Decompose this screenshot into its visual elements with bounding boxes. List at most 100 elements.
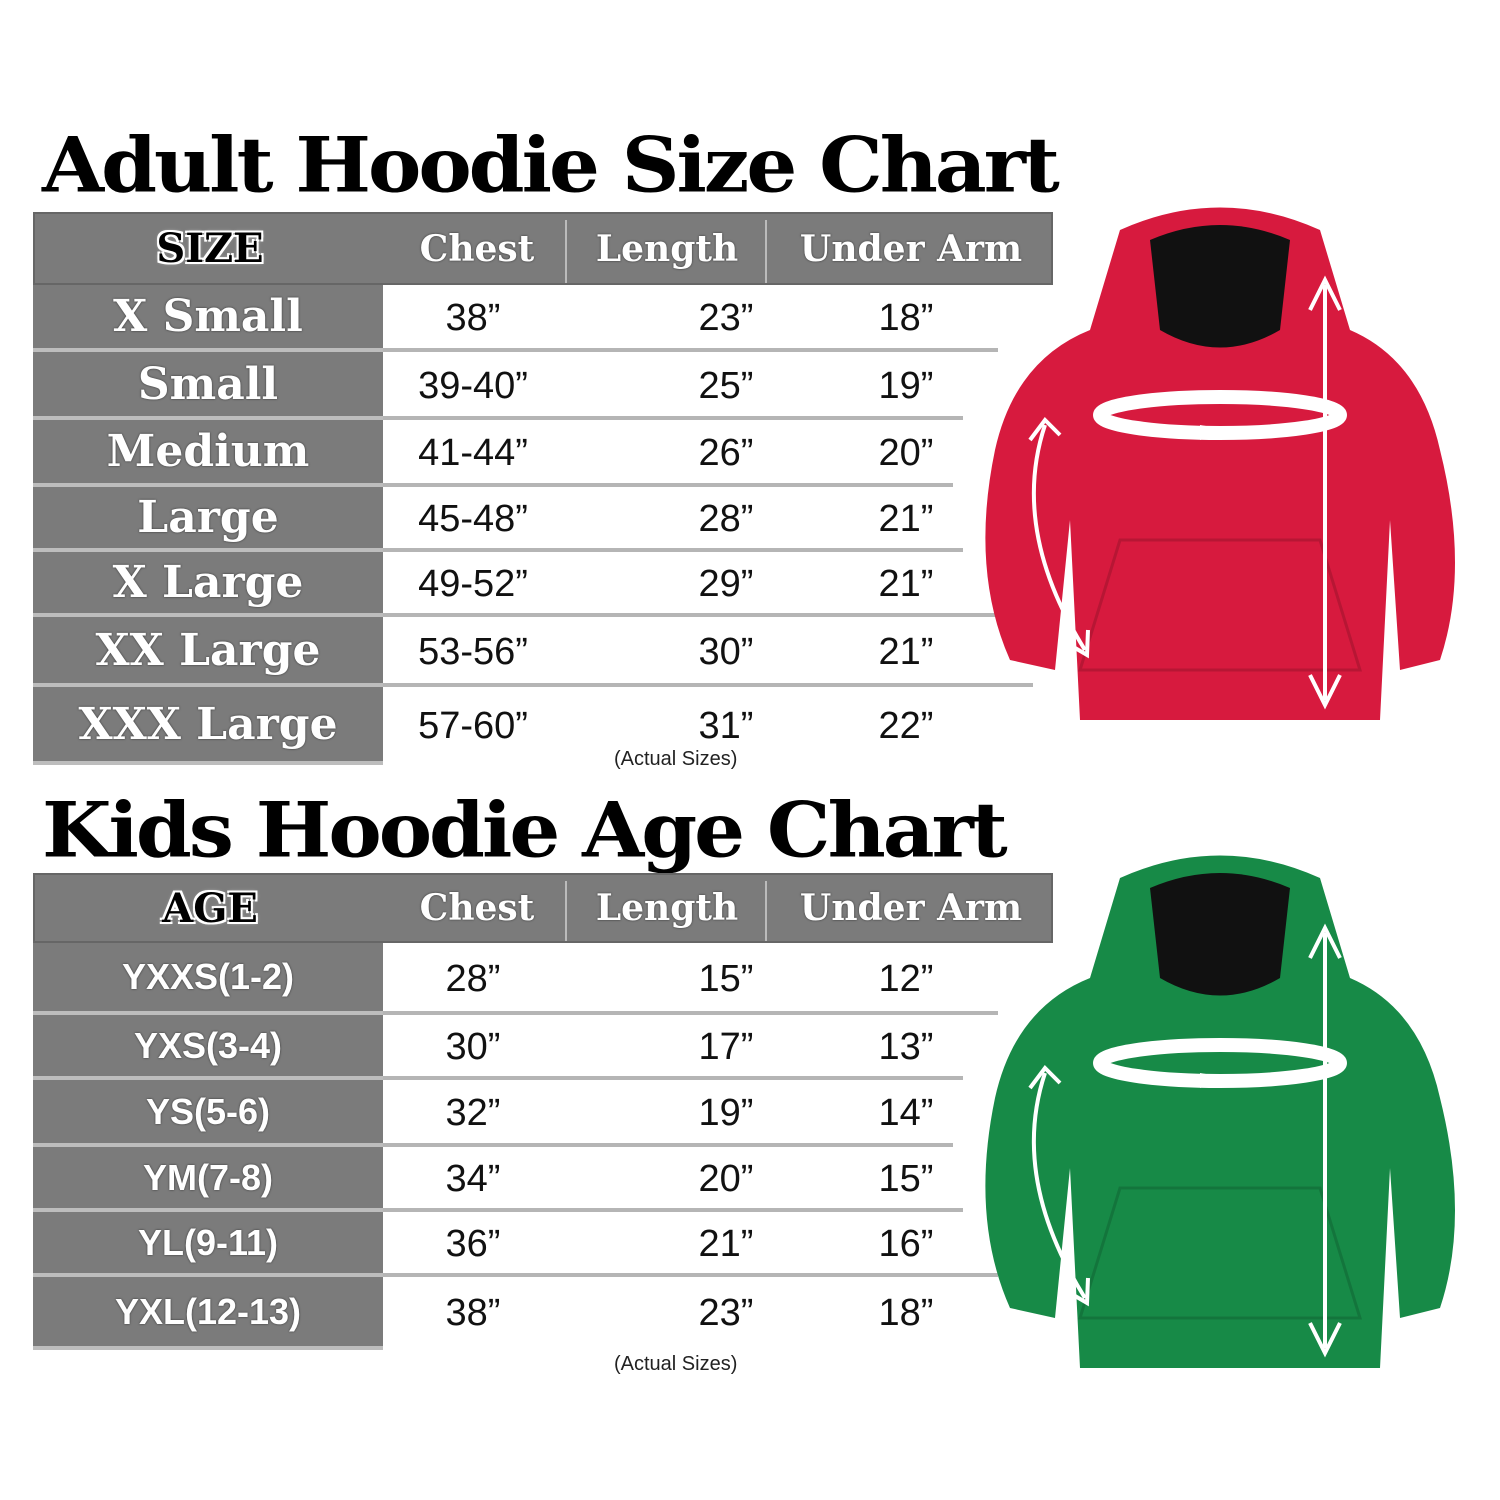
hoodie-body [985,207,1455,720]
under-arm-value: 18” [878,297,934,339]
under-arm-column-header: Under Arm [799,227,1023,270]
row-divider [383,1208,963,1212]
length-value: 23” [698,297,754,339]
size-column-header: AGE [162,884,258,932]
under-arm-value: 21” [878,630,934,673]
length-value: 30” [698,630,754,673]
row-label: XXX Large [33,687,383,765]
chest-value: 38” [445,1292,501,1334]
chest-value: 49-52” [418,563,528,605]
chest-value: 34” [445,1158,501,1200]
row-divider [383,548,963,552]
sleeve-arrow-icon [1028,416,1090,659]
under-arm-value: 22” [878,704,934,747]
row-label: YL(9-11) [33,1212,383,1277]
table-row: X Small 38” 23” 18” [33,285,1053,352]
row-divider [383,683,1033,687]
under-arm-value: 13” [878,1026,934,1068]
chest-value: 32” [445,1092,501,1134]
column-divider [565,881,567,941]
under-arm-value: 20” [878,432,934,474]
under-arm-value: 18” [878,1292,934,1334]
chest-value: 53-56” [418,630,528,673]
chest-value: 57-60” [418,704,528,747]
adult-chart-title: Adult Hoodie Size Chart [42,120,1060,210]
row-label: Small [33,352,383,420]
row-divider [383,1273,998,1277]
row-label: XX Large [33,617,383,687]
under-arm-value: 15” [878,1158,934,1200]
length-arrow-icon [1308,923,1342,1358]
hoodie-body [985,855,1455,1368]
row-label: X Large [33,552,383,617]
length-value: 20” [698,1158,754,1200]
row-divider [383,1143,953,1147]
table-row: XX Large 53-56” 30” 21” [33,617,1053,687]
length-value: 17” [698,1026,754,1068]
under-arm-value: 14” [878,1092,934,1134]
chest-column-header: Chest [419,227,535,270]
table-header-row: SIZE Chest Length Under Arm [33,212,1053,285]
hood-opening [1150,873,1290,996]
row-label: YM(7-8) [33,1147,383,1212]
hood-opening [1150,225,1290,348]
kids-age-table: AGE Chest Length Under Arm YXXS(1-2) 28” 15” 12… [33,873,1053,1350]
table-row: YXXS(1-2) 28” 15” 12” [33,943,1053,1015]
under-arm-value: 16” [878,1223,934,1265]
row-label: X Small [33,285,383,352]
table-row: YXL(12-13) 38” 23” 18” [33,1277,1053,1350]
chest-value: 36” [445,1223,501,1265]
red-hoodie-measurement-image [985,207,1455,720]
size-column-header: SIZE [156,225,264,272]
table-row: XXX Large 57-60” 31” 22” [33,687,1053,765]
table-row: Medium 41-44” 26” 20” [33,420,1053,487]
chest-arrow-icon [1093,390,1347,440]
under-arm-column-header: Under Arm [799,887,1023,929]
table-row: YM(7-8) 34” 20” 15” [33,1147,1053,1212]
row-label: YXXS(1-2) [33,943,383,1015]
table-row: Large 45-48” 28” 21” [33,487,1053,552]
length-value: 31” [698,704,754,747]
length-value: 29” [698,563,754,605]
chest-column-header: Chest [419,887,535,929]
length-value: 21” [698,1223,754,1265]
length-value: 15” [698,957,754,1000]
row-divider [383,1011,998,1015]
table-row: Small 39-40” 25” 19” [33,352,1053,420]
under-arm-value: 19” [878,364,934,407]
pocket [1077,538,1363,672]
chest-value: 39-40” [418,364,528,407]
table-row: YXS(3-4) 30” 17” 13” [33,1015,1053,1080]
row-label: YXL(12-13) [33,1277,383,1350]
length-column-header: Length [595,887,739,929]
kids-actual-sizes-note: (Actual Sizes) [614,1353,738,1375]
row-divider [383,613,998,617]
length-value: 25” [698,364,754,407]
kids-chart-title: Kids Hoodie Age Chart [42,785,1008,875]
length-value: 28” [698,498,754,540]
under-arm-value: 12” [878,957,934,1000]
row-divider [383,348,998,352]
row-divider [383,416,963,420]
length-column-header: Length [595,227,739,270]
adult-actual-sizes-note: (Actual Sizes) [614,748,738,770]
row-label: YS(5-6) [33,1080,383,1147]
chest-value: 45-48” [418,498,528,540]
table-header-row: AGE Chest Length Under Arm [33,873,1053,943]
under-arm-value: 21” [878,563,934,605]
sleeve-arrow-icon [1028,1064,1090,1307]
chest-value: 38” [445,297,501,339]
length-value: 26” [698,432,754,474]
row-divider [383,1076,963,1080]
green-hoodie-measurement-image [985,855,1455,1368]
row-label: Large [33,487,383,552]
row-label: Medium [33,420,383,487]
length-value: 23” [698,1292,754,1334]
under-arm-value: 21” [878,498,934,540]
table-row: YL(9-11) 36” 21” 16” [33,1212,1053,1277]
length-value: 19” [698,1092,754,1134]
table-row: YS(5-6) 32” 19” 14” [33,1080,1053,1147]
column-divider [765,220,767,283]
row-divider [383,483,953,487]
table-row: X Large 49-52” 29” 21” [33,552,1053,617]
